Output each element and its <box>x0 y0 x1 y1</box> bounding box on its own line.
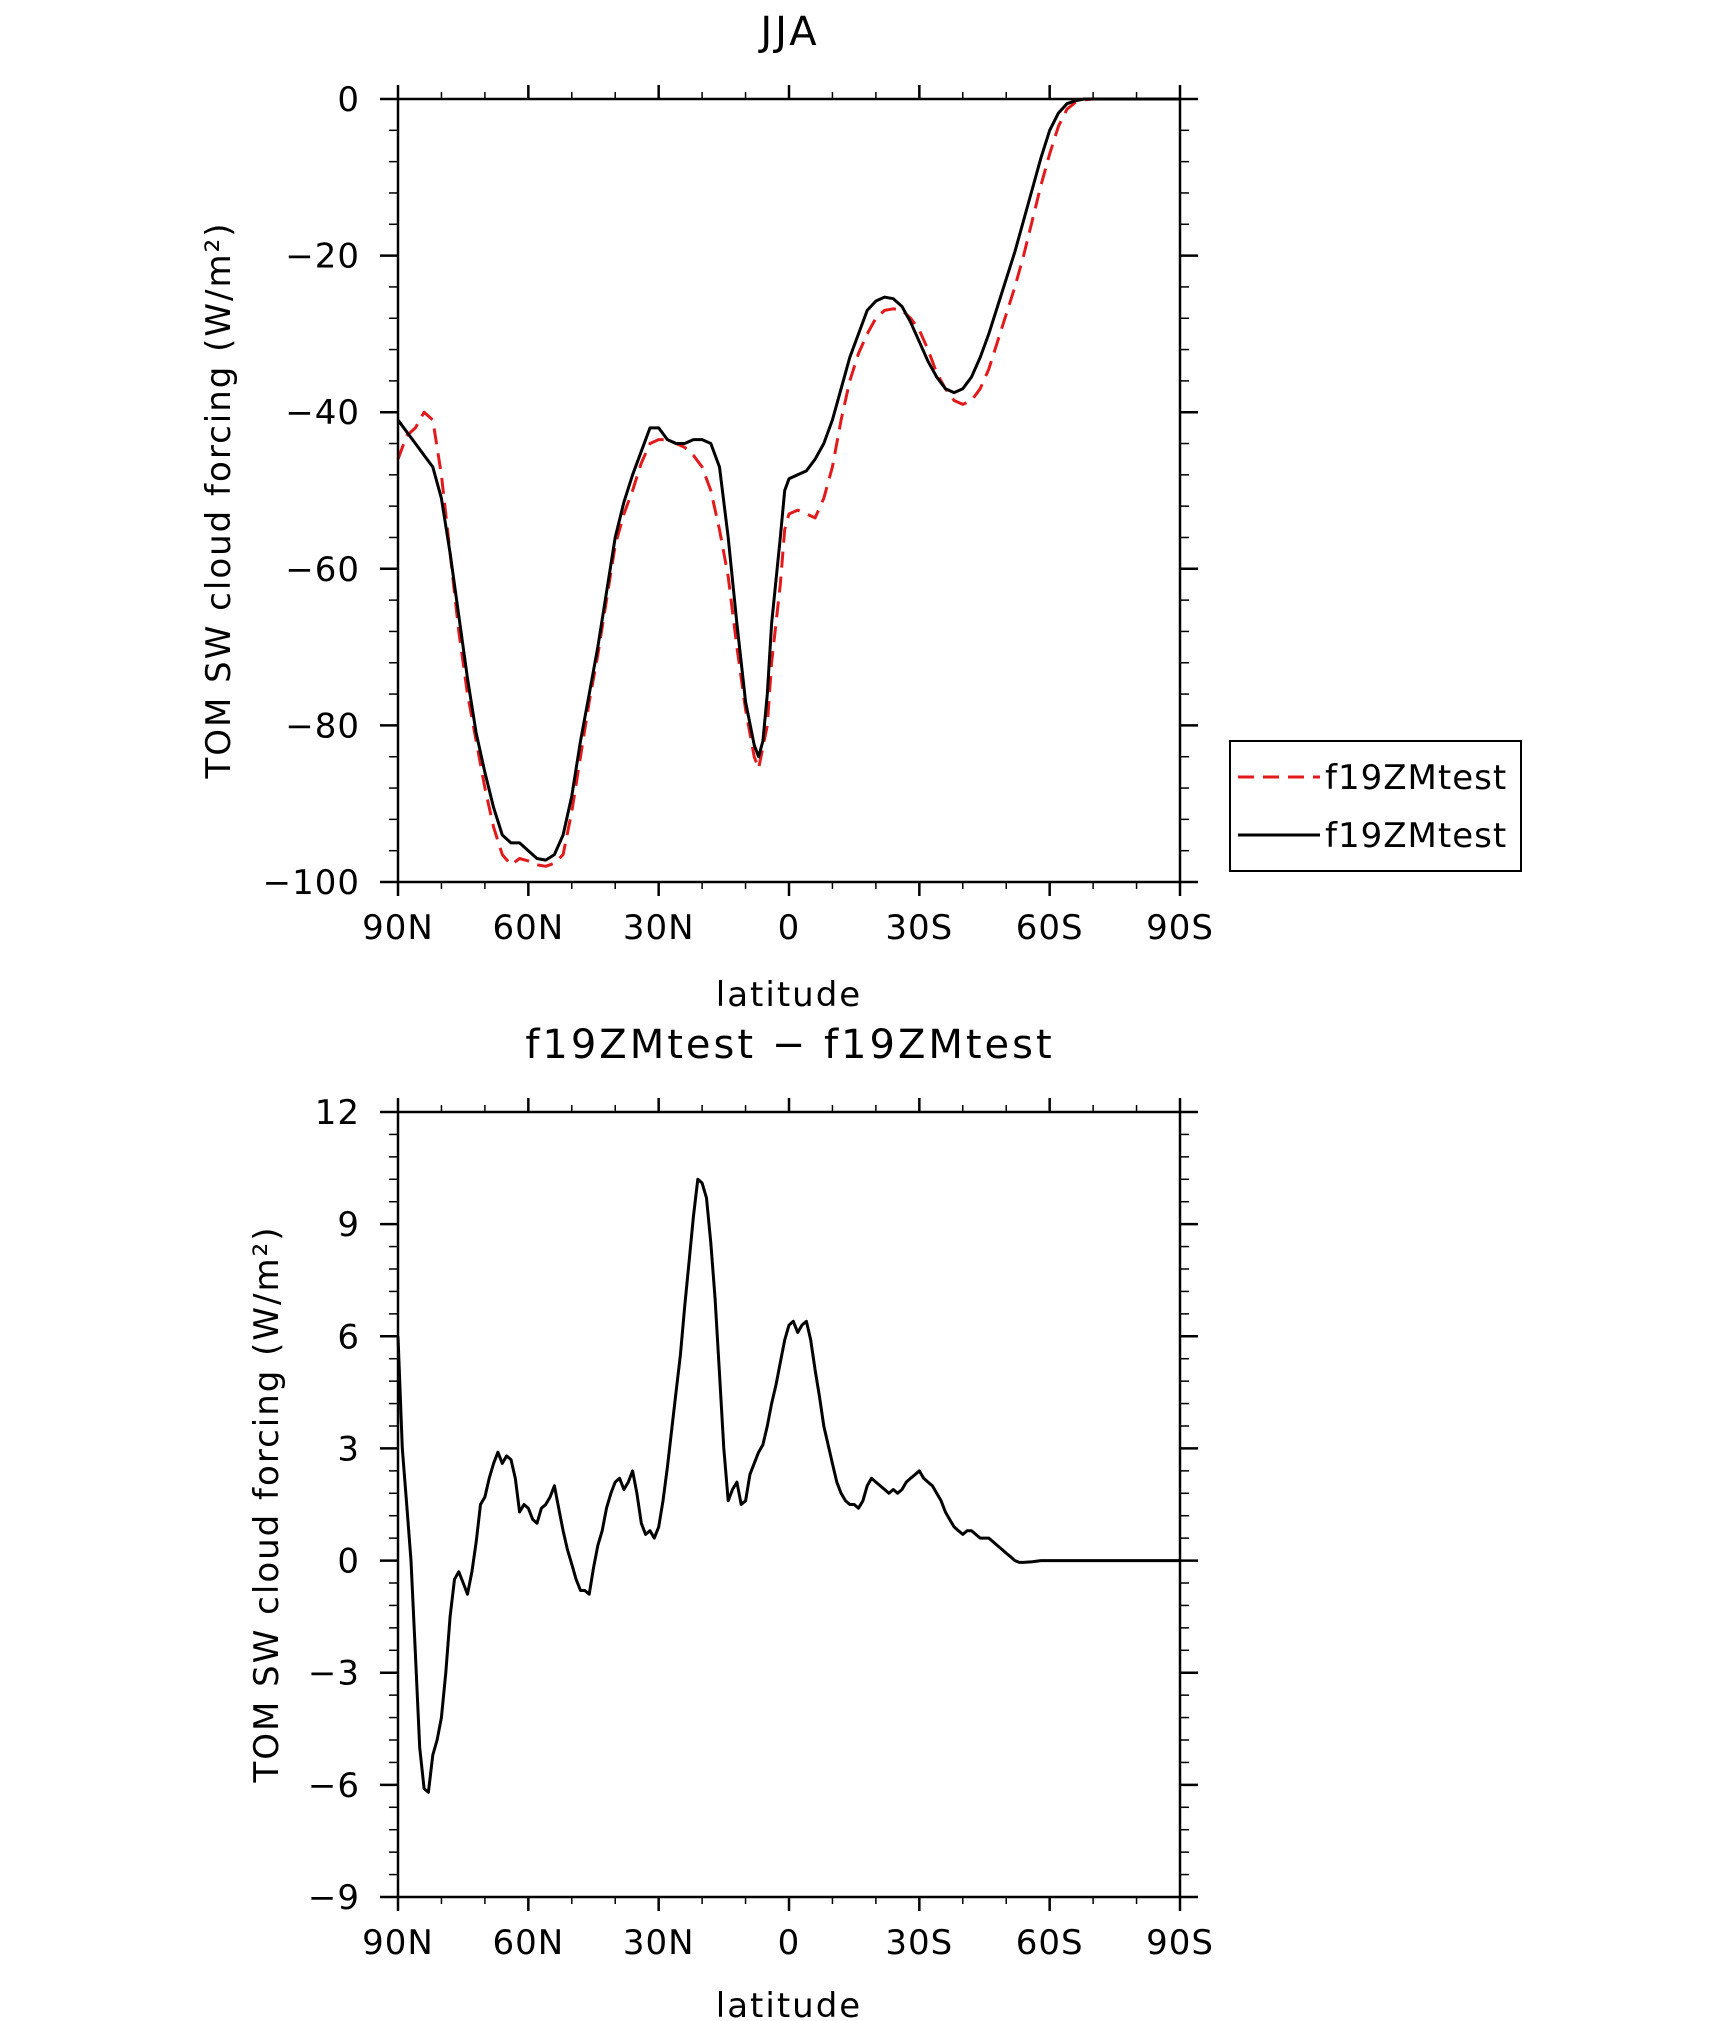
x-tick-label: 0 <box>778 1923 801 1963</box>
x-tick-label: 30N <box>623 1923 695 1963</box>
panel-top-title: JJA <box>757 9 819 55</box>
legend-box <box>1229 740 1522 872</box>
x-tick-label: 30S <box>885 908 953 948</box>
x-tick-label: 90S <box>1146 1923 1214 1963</box>
y-tick-label: −3 <box>308 1654 360 1694</box>
x-tick-label: 60N <box>492 908 564 948</box>
y-tick-label: 0 <box>337 1542 360 1582</box>
panel-top-series <box>396 97 1180 868</box>
y-tick-label: −60 <box>285 550 360 590</box>
panel-bottom-ylabel: TOM SW cloud forcing (W/m²) <box>247 1226 287 1784</box>
panel-top-tick-labels: 90N 60N 30N 0 30S 60S 90S 0 −20 −40 −60 −80 −100 <box>263 80 1214 948</box>
x-tick-label: 90S <box>1146 908 1214 948</box>
panel-bottom-xlabel: latitude <box>716 1986 862 2021</box>
y-tick-label: 9 <box>337 1205 360 1245</box>
y-tick-label: −9 <box>308 1878 360 1918</box>
x-tick-label: 90N <box>362 908 434 948</box>
y-tick-label: −6 <box>308 1766 360 1806</box>
panel-top-xlabel: latitude <box>716 975 862 1015</box>
x-tick-label: 30N <box>623 908 695 948</box>
panel-bottom-grid-ticks <box>380 1098 1198 1911</box>
y-tick-label: −20 <box>285 237 360 277</box>
x-tick-label: 60S <box>1016 908 1084 948</box>
y-tick-label: −80 <box>285 706 360 746</box>
x-tick-label: 60S <box>1016 1923 1084 1963</box>
x-tick-label: 90N <box>362 1923 434 1963</box>
legend: f19ZMtest f19ZMtest <box>1229 740 1522 872</box>
panel-bottom: f19ZMtest − f19ZMtest 90N 60N 30N 0 30S 60S 90… <box>247 1022 1214 2021</box>
x-tick-label: 60N <box>492 1923 564 1963</box>
panel-top-grid-ticks <box>380 85 1198 896</box>
series-line-red-dashed <box>396 97 1180 868</box>
series-line-black-solid <box>396 1177 1180 1794</box>
legend-label-1: f19ZMtest <box>1325 758 1507 798</box>
x-tick-label: 0 <box>778 908 801 948</box>
y-tick-label: 0 <box>337 80 360 120</box>
panel-bottom-series <box>396 1177 1180 1794</box>
y-tick-label: 6 <box>337 1317 360 1357</box>
panel-top-ylabel: TOM SW cloud forcing (W/m²) <box>199 222 239 780</box>
panel-top-frame <box>396 97 1182 884</box>
panel-top: JJA 90N 60N 30N 0 30S 60S 90S 0 −20 −40 −60 −80 −100… <box>199 9 1522 1015</box>
y-tick-label: 12 <box>315 1093 360 1133</box>
panel-bottom-title: f19ZMtest − f19ZMtest <box>525 1022 1054 1068</box>
y-tick-label: −40 <box>285 393 360 433</box>
series-line-black-solid <box>396 97 1180 862</box>
x-tick-label: 30S <box>885 1923 953 1963</box>
y-tick-label: −100 <box>263 863 360 903</box>
panel-bottom-frame <box>396 1110 1182 1899</box>
panel-bottom-tick-labels: 90N 60N 30N 0 30S 60S 90S 12 9 6 3 0 −3 −6 −9 <box>308 1093 1214 1963</box>
y-tick-label: 3 <box>337 1429 360 1469</box>
legend-label-2: f19ZMtest <box>1325 816 1507 856</box>
